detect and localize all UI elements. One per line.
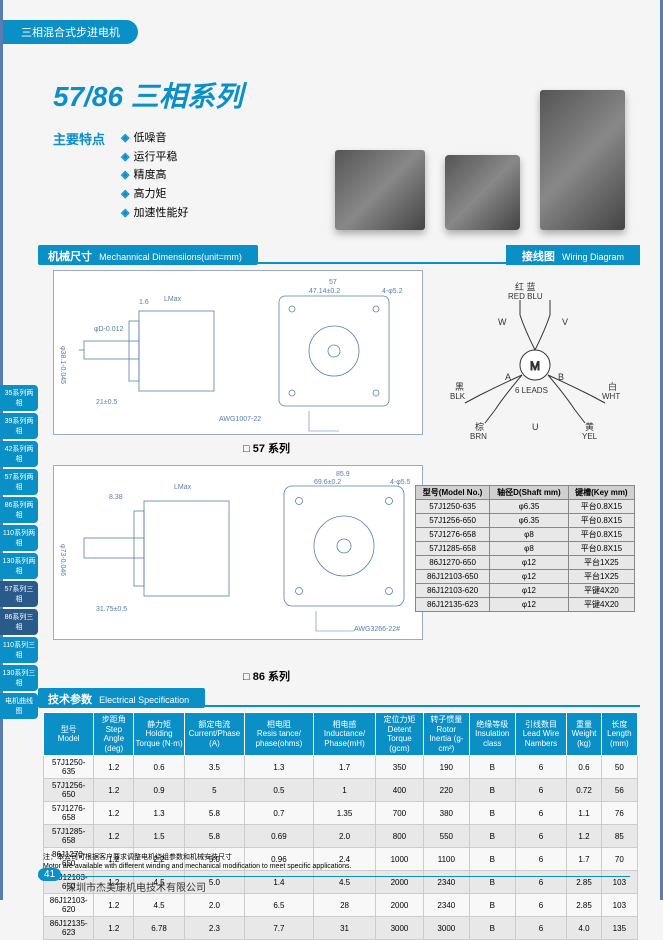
footnote: 注：本公司可根据客户要求调整电机绕组参数和机械安装尺寸 Motor are av… (43, 853, 351, 871)
feature-item: ◈低噪音 (121, 129, 188, 148)
table-row: 86J12135-623φ12平键4X20 (416, 598, 635, 612)
wiring-header-cn: 接线图 Wiring Diagram (506, 245, 640, 265)
side-tab-item[interactable]: 57系列两相 (0, 469, 38, 495)
side-tab-item[interactable]: 86系列两相 (0, 497, 38, 523)
svg-text:黄: 黄 (585, 421, 594, 432)
table-row: 86J12135-6231.26.782.37.73130003000B64.0… (44, 917, 638, 940)
side-tab-item[interactable]: 110系列三相 (0, 637, 38, 663)
svg-text:RED BLU: RED BLU (508, 292, 543, 301)
side-tab-item[interactable]: 35系列两相 (0, 385, 38, 411)
side-tab-item[interactable]: 电机曲线图 (0, 693, 38, 719)
category-tab: 三相混合式步进电机 (3, 20, 138, 44)
table-row: 86J12103-6201.24.52.06.52820002340B62.85… (44, 894, 638, 917)
features-label: 主要特点 (53, 129, 105, 222)
table-row: 57J1285-658φ8平台0.8X15 (416, 542, 635, 556)
svg-text:WHT: WHT (602, 392, 620, 401)
svg-text:红 蓝: 红 蓝 (515, 281, 536, 292)
table-row: 57J1250-6351.20.63.51.31.7350190B60.650 (44, 756, 638, 779)
table-row: 86J1270-650φ12平台1X25 (416, 556, 635, 570)
section-header-dimensions: 机械尺寸 Mechannical Dimensiions(unit=mm) 接线… (38, 245, 640, 265)
svg-text:U: U (532, 422, 539, 432)
spec-header-cn: 技术参数 Electrical Specification (38, 688, 205, 708)
motor-image-3 (540, 90, 625, 230)
svg-text:B: B (558, 372, 564, 382)
svg-text:YEL: YEL (582, 432, 598, 440)
svg-text:M: M (530, 359, 540, 373)
table-row: 86J12103-620φ12平键4X20 (416, 584, 635, 598)
svg-text:白: 白 (608, 381, 617, 392)
electrical-spec-table: 型号Model步距角Step Angle (deg)静力矩Holding Tor… (43, 712, 638, 940)
drawing-57-series: LMax 57 47.14±0.2 4-φ5.2 21±0.5 AWG1007-… (53, 270, 423, 435)
svg-text:BLK: BLK (450, 392, 466, 401)
table-row: 57J1276-6581.21.35.80.71.35700380B61.176 (44, 802, 638, 825)
svg-text:V: V (562, 317, 568, 327)
company-name: 深圳市杰美康机电技术有限公司 (66, 879, 630, 894)
side-tab-item[interactable]: 39系列两相 (0, 413, 38, 439)
page-number: 41 (38, 868, 61, 881)
drawing-86-series: LMax 85.9 69.6±0.2 4-φ5.5 31.75±0.5 AWG3… (53, 465, 423, 640)
svg-text:W: W (498, 317, 507, 327)
spec-body: 57J1250-6351.20.63.51.31.7350190B60.6505… (44, 756, 638, 940)
table-row: 57J1285-6581.21.55.80.692.0800550B61.285 (44, 825, 638, 848)
side-tab-item[interactable]: 86系列三相 (0, 609, 38, 635)
side-tab-item[interactable]: 130系列三相 (0, 665, 38, 691)
table-row: 57J1250-635φ6.35平台0.8X15 (416, 500, 635, 514)
table-row: 57J1256-6501.20.950.51400220B60.7256 (44, 779, 638, 802)
wiring-diagram: M 红 蓝 RED BLU W V A B 黑 BLK 棕 BRN 白 WHT … (440, 275, 630, 440)
footer: 41 深圳市杰美康机电技术有限公司 (38, 876, 630, 894)
side-tab-item[interactable]: 130系列两相 (0, 553, 38, 579)
table-row: 57J1256-650φ6.35平台0.8X15 (416, 514, 635, 528)
table-row: 57J1276-658φ8平台0.8X15 (416, 528, 635, 542)
feature-item: ◈精度高 (121, 166, 188, 185)
motor-image-2 (445, 155, 520, 230)
motor-image-1 (335, 150, 425, 230)
side-navigation: 35系列两相39系列两相42系列两相57系列两相86系列两相110系列两相130… (0, 385, 38, 721)
table-row: 86J12103-650φ12平台1X25 (416, 570, 635, 584)
svg-text:黑: 黑 (455, 382, 464, 392)
svg-text:A: A (505, 372, 511, 382)
shaft-body: 57J1250-635φ6.35平台0.8X1557J1256-650φ6.35… (416, 500, 635, 612)
feature-item: ◈高力矩 (121, 185, 188, 204)
feature-item: ◈运行平稳 (121, 148, 188, 167)
side-tab-item[interactable]: 42系列两相 (0, 441, 38, 467)
series-57-label: □ 57 系列 (243, 440, 290, 456)
diagram-area: LMax 57 47.14±0.2 4-φ5.2 21±0.5 AWG1007-… (43, 270, 640, 680)
side-tab-item[interactable]: 57系列三相 (0, 581, 38, 607)
dim-header-cn: 机械尺寸 Mechannical Dimensiions(unit=mm) (38, 245, 258, 265)
series-86-label: □ 86 系列 (243, 668, 290, 684)
product-images (325, 85, 635, 230)
svg-text:6 LEADS: 6 LEADS (515, 386, 548, 395)
spec-header-row: 型号Model步距角Step Angle (deg)静力矩Holding Tor… (44, 713, 638, 756)
svg-text:BRN: BRN (470, 432, 487, 440)
shaft-header-row: 型号(Model No.)轴径D(Shaft mm)键槽(Key mm) (416, 486, 635, 500)
shaft-spec-table: 型号(Model No.)轴径D(Shaft mm)键槽(Key mm) 57J… (415, 485, 635, 612)
side-tab-item[interactable]: 110系列两相 (0, 525, 38, 551)
svg-text:棕: 棕 (475, 421, 484, 432)
features-list: ◈低噪音◈运行平稳◈精度高◈高力矩◈加速性能好 (121, 129, 188, 222)
section-header-spec: 技术参数 Electrical Specification (38, 688, 640, 708)
feature-item: ◈加速性能好 (121, 204, 188, 223)
